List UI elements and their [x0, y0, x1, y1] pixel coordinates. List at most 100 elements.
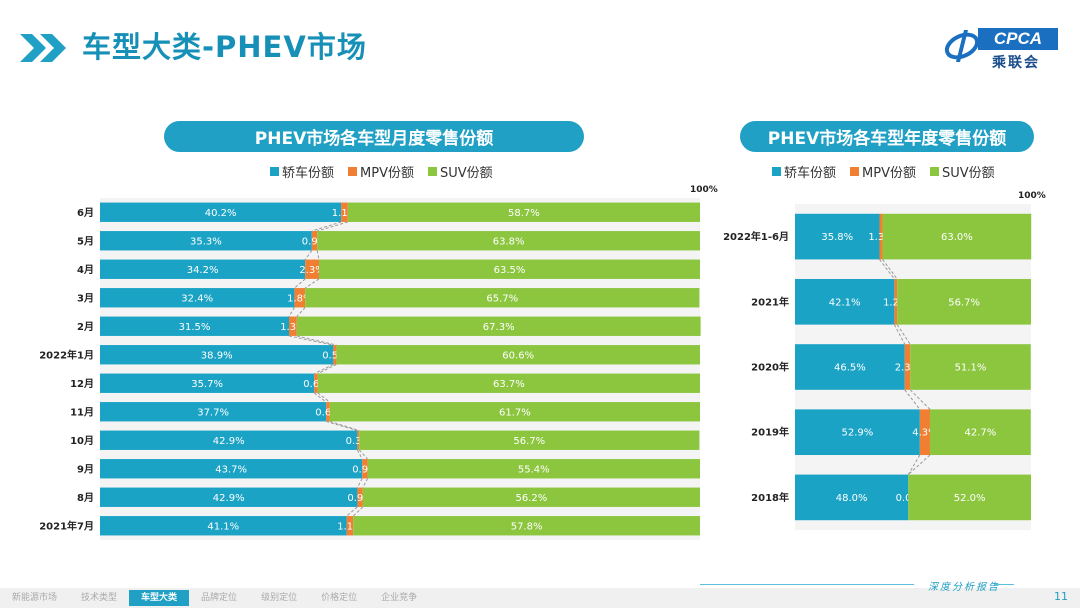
bar-mpv — [333, 345, 337, 365]
monthly-chart-title: PHEV市场各车型月度零售份额 — [164, 121, 584, 152]
legend-item-mpv: MPV份额 — [850, 162, 916, 181]
footer-divider — [700, 584, 914, 585]
legend-item-sedan: 轿车份额 — [270, 162, 334, 181]
bar-mpv — [362, 459, 368, 479]
footer-divider — [994, 584, 1014, 585]
page-number: 11 — [1054, 590, 1068, 603]
data-label: 55.4% — [518, 464, 550, 475]
monthly-axis-max-label: 100% — [690, 185, 718, 195]
footer-tab[interactable]: 品牌定位 — [201, 593, 238, 603]
bar-suv — [329, 402, 700, 422]
series-connector-line — [904, 389, 921, 410]
series-connector-line — [313, 392, 327, 403]
footer-tab[interactable]: 企业竞争 — [381, 593, 418, 603]
footer-tab[interactable]: 新能源市场 — [12, 593, 58, 603]
legend-item-suv: SUV份额 — [427, 162, 493, 181]
bar-sedan — [100, 345, 334, 365]
bar-mpv — [894, 278, 898, 325]
series-connector-line — [313, 363, 334, 375]
series-connector-line — [326, 420, 358, 432]
category-label: 2022年1-6月 — [723, 230, 789, 243]
data-label: 35.8% — [821, 232, 853, 243]
bar-suv — [317, 231, 700, 251]
series-connector-line — [356, 478, 363, 488]
data-label: 56.2% — [516, 493, 548, 504]
logo-swirl-icon — [944, 30, 980, 62]
monthly-legend: 轿车份额 MPV份额 SUV份额 — [270, 162, 493, 181]
legend-swatch-sedan — [772, 167, 781, 176]
legend-swatch-sedan — [270, 167, 279, 176]
bar-suv — [336, 345, 700, 365]
bar-sedan — [100, 430, 358, 450]
series-connector-line — [317, 221, 348, 232]
bar-sedan — [100, 373, 315, 393]
bar-suv — [897, 278, 1031, 325]
data-label: 42.7% — [964, 428, 996, 439]
bar-suv — [296, 316, 701, 336]
bar-mpv — [341, 202, 348, 222]
data-label: 52.9% — [842, 428, 874, 439]
bar-suv — [319, 259, 700, 279]
bar-suv — [882, 213, 1032, 260]
bar-sedan — [100, 516, 347, 536]
bar-suv — [929, 409, 1031, 456]
series-connector-line — [362, 478, 369, 488]
legend-swatch-suv — [427, 167, 437, 176]
bar-sedan — [795, 278, 895, 325]
footer-tab[interactable]: 技术类型 — [81, 593, 118, 603]
series-connector-line — [317, 392, 331, 403]
category-label: 11月 — [70, 406, 94, 418]
series-connector-line — [304, 278, 320, 289]
report-label: 深度分析报告 — [928, 582, 1000, 593]
category-label: 9月 — [77, 463, 94, 475]
category-label: 2月 — [77, 321, 94, 333]
bar-mpv — [357, 430, 360, 450]
series-connector-line — [296, 307, 306, 317]
legend-item-sedan: 轿车份额 — [772, 162, 836, 181]
series-connector-line — [356, 449, 363, 460]
bar-sedan — [100, 288, 295, 308]
data-label: 2.3% — [299, 265, 324, 276]
footer-tab[interactable]: 级别定位 — [261, 593, 298, 603]
cpca-logo: CPCA 乘联会 — [942, 22, 1062, 72]
data-label: 1.1% — [332, 208, 357, 219]
series-connector-line — [311, 221, 342, 232]
annual-chart-title: PHEV市场各车型年度零售份额 — [740, 121, 1034, 152]
data-label: 0.3% — [346, 436, 371, 447]
bar-sedan — [100, 259, 306, 279]
series-connector-line — [352, 506, 364, 517]
data-label: 63.7% — [493, 379, 525, 390]
series-connector-line — [288, 335, 334, 346]
footer-tab[interactable]: 价格定位 — [321, 593, 358, 603]
bar-suv — [353, 516, 700, 536]
data-label: 32.4% — [181, 293, 213, 304]
series-connector-line — [882, 259, 898, 280]
bar-suv — [910, 344, 1031, 390]
bar-sedan — [100, 231, 312, 251]
bar-mpv — [326, 402, 330, 422]
footer-tab[interactable]: 车型大类 — [129, 590, 190, 606]
bar-sedan — [795, 474, 909, 521]
data-label: 0.9% — [347, 493, 372, 504]
category-label: 6月 — [77, 207, 94, 219]
bar-mpv — [879, 213, 883, 260]
data-label: 63.5% — [494, 265, 526, 276]
series-connector-line — [316, 250, 320, 260]
bar-sedan — [100, 459, 363, 479]
data-label: 40.2% — [205, 208, 237, 219]
data-label: 0.6% — [315, 407, 340, 418]
data-label: 42.9% — [213, 493, 245, 504]
data-label: 35.7% — [191, 379, 223, 390]
data-label: 0.6% — [303, 379, 328, 390]
bar-suv — [908, 474, 1031, 521]
bar-mpv — [305, 259, 319, 279]
bar-sedan — [795, 213, 880, 260]
data-label: 65.7% — [486, 293, 518, 304]
data-label: 0.5% — [322, 350, 347, 361]
series-connector-line — [288, 307, 295, 317]
bar-mpv — [919, 409, 930, 456]
bar-suv — [359, 430, 700, 450]
data-label: 67.3% — [483, 322, 515, 333]
bar-suv — [367, 459, 700, 479]
